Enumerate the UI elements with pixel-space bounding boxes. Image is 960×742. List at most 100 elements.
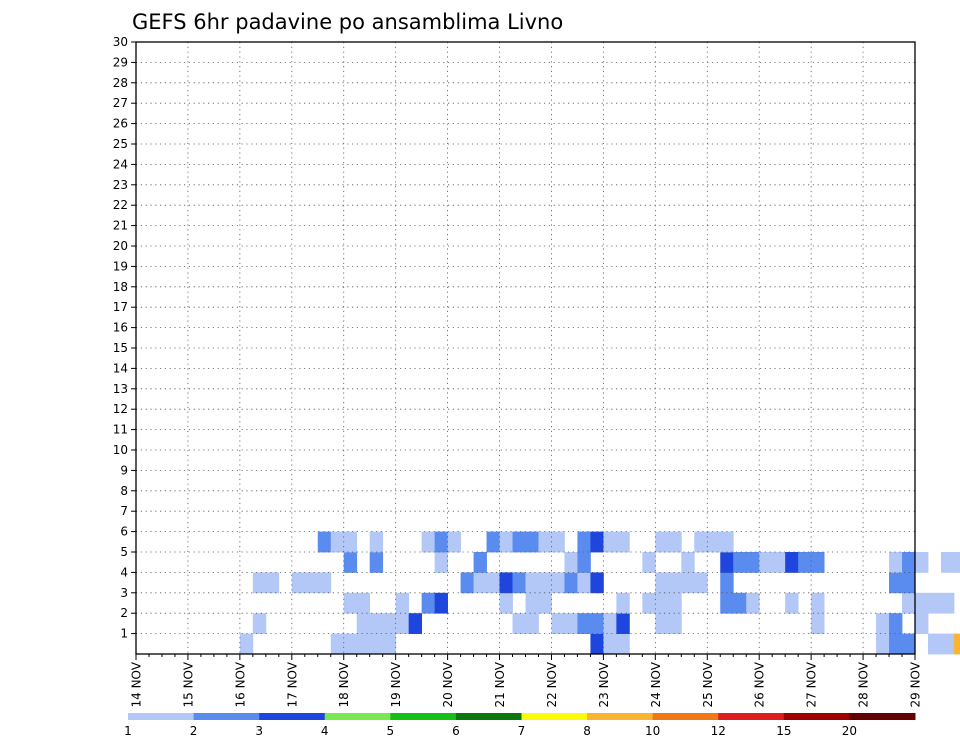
heatmap-cell — [564, 613, 578, 634]
colorbar-label: 10 — [645, 724, 660, 738]
heatmap-cell — [902, 552, 916, 573]
heatmap-cell — [940, 592, 955, 614]
y-tick-label: 26 — [113, 117, 128, 131]
heatmap-cell — [746, 552, 760, 573]
heatmap-cell — [343, 592, 358, 614]
heatmap-cell — [317, 531, 332, 553]
colorbar-label: 12 — [711, 724, 726, 738]
heatmap-cell — [902, 633, 916, 655]
heatmap-cell — [304, 572, 319, 594]
heatmap-cell — [616, 531, 630, 553]
y-tick-label: 10 — [113, 443, 128, 457]
x-tick-label: 21 NOV — [493, 661, 507, 707]
heatmap-cell — [940, 552, 955, 573]
heatmap-cell — [343, 531, 358, 553]
heatmap-cell — [421, 592, 436, 614]
heatmap-cell — [655, 572, 669, 594]
heatmap-cell — [889, 613, 903, 634]
colorbar-swatch — [652, 713, 719, 720]
heatmap-cell — [330, 633, 345, 655]
colorbar-swatch — [324, 713, 391, 720]
y-tick-label: 23 — [113, 178, 128, 192]
heatmap-cell — [707, 531, 721, 553]
heatmap-cell — [577, 552, 591, 573]
heatmap-cell — [564, 552, 578, 573]
heatmap-cell — [525, 531, 539, 553]
heatmap-cell — [239, 633, 254, 655]
heatmap-cell — [512, 613, 526, 634]
heatmap-cell — [953, 552, 960, 573]
heatmap-cell — [382, 633, 397, 655]
colorbar-swatch — [128, 713, 195, 720]
heatmap-cell — [733, 552, 747, 573]
x-tick-label: 14 NOV — [130, 661, 144, 707]
heatmap-cell — [447, 531, 461, 553]
heatmap-cell — [525, 572, 539, 594]
heatmap-cell — [590, 613, 604, 634]
colorbar-label: 3 — [255, 724, 263, 738]
heatmap-cells — [239, 531, 960, 655]
heatmap-cell — [473, 552, 487, 573]
x-tick-label: 20 NOV — [441, 661, 455, 707]
y-tick-label: 3 — [120, 586, 128, 600]
heatmap-cell — [356, 613, 371, 634]
heatmap-cell — [694, 531, 708, 553]
heatmap-cell — [369, 552, 384, 573]
heatmap-cell — [395, 613, 410, 634]
heatmap-cell — [421, 531, 436, 553]
x-tick-label: 19 NOV — [389, 661, 403, 707]
x-tick-label: 22 NOV — [545, 661, 559, 707]
y-tick-label: 6 — [120, 525, 128, 539]
colorbar-swatch — [783, 713, 850, 720]
heatmap-cell — [876, 633, 890, 655]
heatmap-cell — [720, 531, 734, 553]
heatmap-cell — [395, 592, 410, 614]
heatmap-cell — [460, 572, 474, 594]
heatmap-cell — [434, 592, 448, 614]
y-tick-label: 5 — [120, 545, 128, 559]
heatmap-cell — [668, 592, 682, 614]
heatmap-cell — [382, 613, 397, 634]
y-tick-label: 13 — [113, 382, 128, 396]
heatmap-cell — [603, 531, 617, 553]
heatmap-cell — [538, 531, 552, 553]
heatmap-cell — [720, 572, 734, 594]
heatmap-cell — [252, 572, 267, 594]
heatmap-cell — [512, 531, 526, 553]
y-tick-label: 25 — [113, 137, 128, 151]
heatmap-cell — [655, 531, 669, 553]
x-tick-label: 28 NOV — [857, 661, 871, 707]
heatmap-cell — [369, 613, 384, 634]
colorbar-swatch — [390, 713, 457, 720]
heatmap-cell — [772, 552, 786, 573]
y-axis-ticks: 1234567891011121314151617181920212223242… — [113, 35, 136, 641]
y-tick-label: 20 — [113, 239, 128, 253]
heatmap-cell — [486, 572, 500, 594]
colorbar-swatch — [259, 713, 326, 720]
heatmap-cell — [785, 552, 799, 573]
heatmap-cell — [369, 531, 384, 553]
heatmap-cell — [720, 552, 734, 573]
heatmap-cell — [927, 633, 942, 655]
heatmap-cell — [252, 613, 267, 634]
heatmap-cell — [902, 592, 916, 614]
heatmap-cell — [590, 531, 604, 553]
heatmap-cell — [343, 552, 358, 573]
heatmap-cell — [291, 572, 306, 594]
heatmap-cell — [953, 633, 960, 655]
heatmap-cell — [369, 633, 384, 655]
y-tick-label: 24 — [113, 157, 128, 171]
y-tick-label: 28 — [113, 76, 128, 90]
y-tick-label: 15 — [113, 341, 128, 355]
heatmap-cell — [551, 613, 565, 634]
x-tick-label: 18 NOV — [337, 661, 351, 707]
heatmap-cell — [902, 572, 916, 594]
heatmap-cell — [889, 633, 903, 655]
heatmap-cell — [915, 592, 929, 614]
heatmap-cell — [694, 572, 708, 594]
y-tick-label: 17 — [113, 300, 128, 314]
heatmap-cell — [408, 613, 423, 634]
x-tick-label: 23 NOV — [597, 661, 611, 707]
colorbar-label: 15 — [776, 724, 791, 738]
